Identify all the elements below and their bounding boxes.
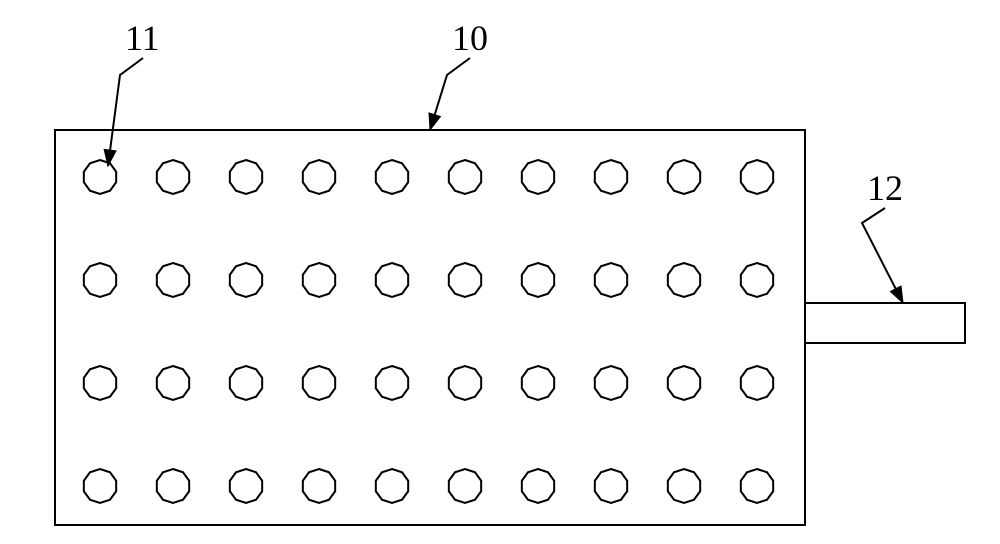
label-12-text: 12 (867, 168, 903, 208)
label-11-text: 11 (125, 18, 160, 58)
handle-rect (805, 303, 965, 343)
diagram-svg: 11 10 12 (0, 0, 1000, 544)
label-12-arrowhead (890, 286, 903, 303)
label-10-text: 10 (452, 18, 488, 58)
body-rect (55, 130, 805, 525)
label-10-arrowhead (429, 113, 440, 130)
